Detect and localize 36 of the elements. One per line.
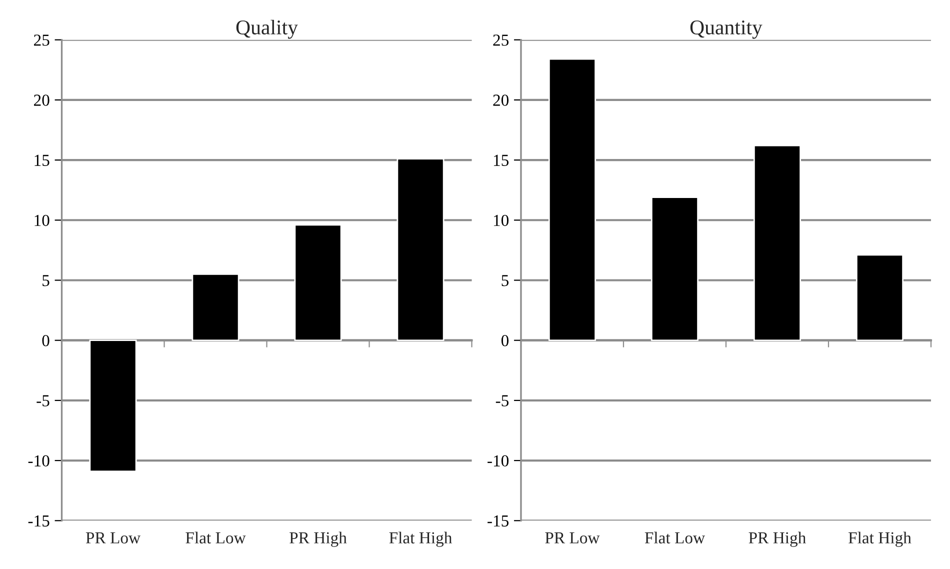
bar <box>650 196 698 342</box>
y-tick-label: 10 <box>494 214 509 226</box>
y-tick-label: -10 <box>28 455 50 466</box>
y-tick-label: -15 <box>488 515 509 527</box>
y-tick-label: 20 <box>34 94 50 106</box>
x-tick-label: Flat Low <box>644 532 705 544</box>
bar <box>753 144 801 342</box>
y-tick-label: 15 <box>494 154 509 166</box>
y-tick-label: 0 <box>501 335 509 346</box>
x-tick-label: Flat High <box>848 532 912 547</box>
bar <box>192 274 240 342</box>
bar <box>294 224 342 342</box>
x-tick-label: PR Low <box>86 532 140 544</box>
y-tick-label: 10 <box>34 214 50 226</box>
y-tick-label: 20 <box>493 94 509 106</box>
y-tick-label: -5 <box>496 395 509 406</box>
y-tick-label: 25 <box>493 34 509 46</box>
y-tick-label: -5 <box>36 395 50 406</box>
y-tick-label: 15 <box>34 154 50 166</box>
x-tick-label: PR Low <box>545 532 600 544</box>
y-tick-label: -10 <box>488 455 509 466</box>
x-tick-label: Flat High <box>389 532 452 547</box>
x-tick-label: PR High <box>748 532 806 547</box>
y-tick-label: 0 <box>42 335 50 346</box>
bar <box>548 58 596 342</box>
chart-title: Quantity <box>690 20 762 39</box>
x-tick-label: PR High <box>290 532 347 547</box>
bar <box>89 340 137 472</box>
y-tick-label: -15 <box>28 515 50 527</box>
bar <box>396 158 444 342</box>
x-tick-label: Flat Low <box>186 532 246 544</box>
chart-title: Quality <box>236 20 298 39</box>
y-tick-label: 25 <box>34 34 50 46</box>
bar <box>856 254 904 342</box>
y-tick-label: 5 <box>42 275 50 286</box>
y-tick-label: 5 <box>502 275 509 286</box>
